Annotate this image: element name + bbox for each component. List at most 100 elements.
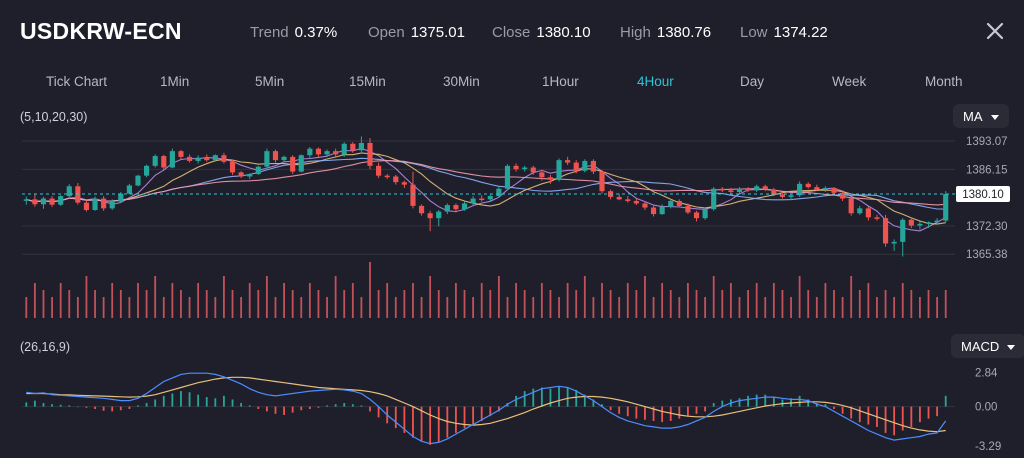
candle-body [840, 192, 846, 199]
macd-histogram-bar [910, 406, 913, 427]
ma-indicator-dropdown[interactable]: MA [953, 104, 1009, 128]
candle-body [711, 188, 717, 210]
macd-histogram-bar [798, 395, 801, 407]
stat-open: Open 1375.01 [368, 24, 465, 41]
macd-histogram-bar [33, 400, 36, 407]
volume-bar [876, 297, 878, 318]
candle-body [212, 155, 218, 161]
volume-bar [102, 297, 105, 318]
candle-body [496, 188, 502, 197]
candle-body [788, 195, 794, 197]
candle-body [513, 165, 519, 170]
volume-bar [68, 290, 71, 318]
volume-bar [867, 283, 870, 318]
macd-histogram-bar [858, 406, 861, 423]
volume-bar [790, 297, 792, 318]
candle-body [900, 219, 906, 242]
tab-5min[interactable]: 5Min [255, 74, 285, 89]
close-icon[interactable] [984, 20, 1006, 42]
volume-bar [214, 297, 217, 318]
candle-body [822, 187, 828, 190]
volume-bar [326, 297, 328, 318]
candle-body [487, 196, 493, 200]
candle-body [40, 198, 47, 205]
header-bar: USDKRW-ECN Trend 0.37% Open 1375.01 Close 1… [0, 0, 1024, 64]
macd-histogram-bar [68, 405, 71, 407]
volume-bar [824, 283, 827, 318]
volume-bar [412, 283, 414, 318]
stat-value: 1375.01 [410, 24, 465, 41]
macd-histogram-bar [326, 405, 328, 407]
volume-bar [815, 297, 818, 318]
tab-4hour[interactable]: 4Hour [637, 74, 674, 89]
candle-body [754, 186, 760, 191]
macd-histogram-bar [583, 394, 586, 407]
candle-body [719, 188, 725, 191]
macd-histogram-bar [712, 403, 715, 407]
volume-bar [695, 290, 698, 318]
macd-histogram-bar [180, 391, 182, 407]
volume-bar [764, 297, 767, 318]
macd-tick-label: 0.00 [975, 402, 997, 414]
macd-histogram-bar [291, 406, 294, 413]
macd-histogram-bar [25, 402, 28, 407]
volume-bar [772, 283, 775, 318]
candle-body [350, 143, 356, 151]
candle-body [779, 194, 786, 197]
candle-body [668, 200, 674, 207]
macd-histogram-bar [601, 404, 603, 407]
tab-15min[interactable]: 15Min [349, 74, 386, 89]
candle-body [444, 205, 450, 212]
macd-histogram-bar [549, 388, 552, 407]
macd-indicator-dropdown[interactable]: MACD [951, 334, 1024, 358]
volume-bar [85, 276, 88, 318]
candle-body [264, 151, 270, 167]
volume-bar [901, 283, 904, 318]
candle-body [736, 188, 743, 193]
tab-day[interactable]: Day [740, 74, 765, 89]
candle-body [934, 220, 940, 223]
macd-histogram-bar [154, 399, 157, 407]
tab-tick-chart[interactable]: Tick Chart [46, 74, 108, 89]
volume-bar [42, 290, 45, 318]
candle-body [92, 198, 98, 210]
candle-body [101, 198, 107, 209]
candle-body [341, 143, 347, 155]
candle-body [771, 189, 777, 195]
macd-histogram-bar [644, 406, 646, 420]
macd-histogram-bar [231, 399, 234, 407]
volume-bar [446, 297, 449, 318]
macd-histogram-bar [592, 399, 595, 407]
tab-month[interactable]: Month [925, 74, 963, 89]
macd-histogram-bar [412, 406, 414, 438]
candle-body [728, 190, 734, 193]
candle-body [616, 196, 622, 200]
stat-label: Low [740, 24, 768, 41]
volume-bar [798, 276, 801, 318]
tab-1min[interactable]: 1Min [160, 74, 190, 89]
volume-bar [523, 290, 526, 318]
tab-1hour[interactable]: 1Hour [542, 74, 579, 89]
candle-body [281, 156, 287, 161]
volume-bar [583, 276, 586, 318]
macd-histogram-bar [738, 398, 741, 407]
candle-body [522, 167, 528, 170]
stat-label: Trend [250, 24, 289, 41]
volume-bar [661, 283, 664, 318]
macd-dropdown-label: MACD [961, 339, 1000, 354]
candle-body [135, 175, 141, 186]
tab-30min[interactable]: 30Min [443, 74, 480, 89]
macd-histogram-bar [240, 403, 243, 407]
macd-histogram-bar [480, 406, 483, 421]
volume-bar [884, 290, 887, 318]
stat-value: 1380.76 [656, 24, 712, 41]
volume-bar [240, 297, 243, 318]
tab-week[interactable]: Week [832, 74, 867, 89]
macd-histogram-bar [635, 406, 638, 419]
candle-body [315, 148, 322, 155]
candle-body [745, 188, 751, 191]
volume-bar [807, 290, 810, 318]
macd-histogram-bar [119, 406, 122, 411]
volume-bar [265, 276, 268, 318]
